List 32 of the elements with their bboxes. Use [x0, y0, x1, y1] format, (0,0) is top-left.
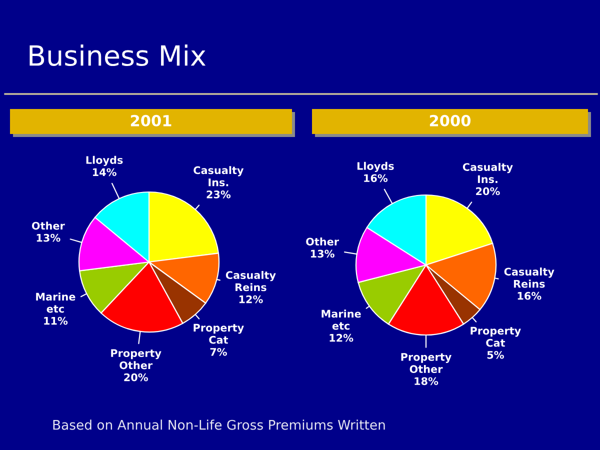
- data-label: 20%: [124, 373, 148, 382]
- chart-subtitle: 2000: [430, 114, 471, 126]
- slice-label: Casualty Ins.: [194, 166, 244, 186]
- data-label: 14%: [93, 168, 116, 176]
- slice-label: Lloyds: [86, 156, 123, 166]
- data-label: 18%: [414, 377, 438, 386]
- data-label: 12%: [330, 334, 354, 342]
- slice-label: Casualty Reins: [504, 268, 554, 288]
- slice-label: Lloyds: [357, 162, 394, 172]
- data-label: 11%: [44, 316, 68, 325]
- data-label: 5%: [487, 350, 504, 359]
- data-label: 7%: [210, 348, 227, 356]
- slice-label: Other: [306, 238, 339, 246]
- data-label: 16%: [364, 174, 388, 182]
- data-label: 20%: [476, 187, 500, 196]
- slice-label: Property Cat: [470, 326, 521, 347]
- data-label: 23%: [206, 190, 231, 198]
- slice-label: Marine etc: [322, 310, 361, 330]
- text: Based on Annual Non-Life Gross Premiums Written: [53, 420, 385, 430]
- slice-label: Casualty Ins.: [462, 162, 513, 184]
- slice-label: Property Other: [111, 349, 162, 370]
- slice-label: Property Other: [401, 353, 452, 374]
- data-label: 16%: [518, 292, 542, 300]
- data-label: 13%: [36, 234, 60, 242]
- data-label: 13%: [311, 250, 334, 258]
- slice-label: Marine etc: [36, 292, 76, 313]
- chart-title: Business Mix: [30, 44, 206, 66]
- slice-label: Property Cat: [194, 324, 244, 344]
- slice-label: Casualty Reins: [226, 270, 276, 292]
- slice-label: Other: [32, 222, 65, 230]
- data-label: 12%: [239, 295, 263, 304]
- chart-subtitle: 2001: [130, 114, 172, 126]
